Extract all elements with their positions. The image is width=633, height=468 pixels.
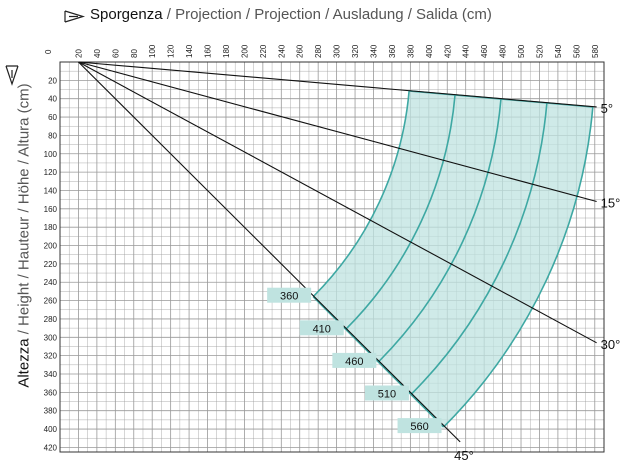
- x-tick-label: 440: [462, 44, 471, 58]
- arm-arc: [410, 102, 548, 396]
- arrow-down-icon: [5, 65, 19, 86]
- angle-line: [78, 61, 461, 443]
- angle-label: 30°: [601, 337, 621, 352]
- ylabel-rest: / Height / Hauteur / Höhe / Altura (cm): [15, 83, 33, 339]
- y-axis-label: Altezza / Height / Hauteur / Höhe / Altu…: [16, 26, 33, 446]
- arm-label-box: [299, 320, 344, 336]
- y-tick-label: 20: [48, 76, 57, 85]
- y-tick-label: 100: [44, 150, 58, 159]
- angle-label: 5°: [601, 101, 613, 116]
- x-tick-label: 100: [148, 44, 157, 58]
- x-tick-label: 540: [554, 44, 563, 58]
- angle-line: [78, 61, 597, 344]
- x-tick-label: 220: [259, 44, 268, 58]
- x-tick-label: 260: [296, 44, 305, 58]
- y-tick-label: 380: [44, 407, 58, 416]
- arm-label: 510: [378, 389, 396, 401]
- arm-arc: [312, 90, 410, 298]
- x-tick-label: 20: [74, 49, 83, 58]
- y-tick-label: 340: [44, 370, 58, 379]
- arm-arc: [442, 106, 594, 428]
- y-tick-label: 60: [48, 113, 57, 122]
- y-tick-label: 400: [44, 425, 58, 434]
- arc-edge-bottom: [312, 296, 445, 428]
- y-tick-label: 40: [48, 95, 57, 104]
- origin-label: 0: [44, 49, 53, 54]
- x-tick-label: 300: [333, 44, 342, 58]
- x-tick-label: 200: [240, 44, 249, 58]
- y-tick-label: 300: [44, 333, 58, 342]
- title-lead: Sporgenza: [90, 6, 163, 23]
- ylabel-lead: Altezza: [15, 338, 33, 388]
- y-tick-label: 120: [44, 168, 58, 177]
- x-tick-label: 40: [93, 49, 102, 58]
- arm-label: 560: [410, 421, 428, 433]
- y-tick-label: 420: [44, 443, 58, 452]
- angle-label: 45°: [454, 448, 474, 463]
- x-tick-label: 180: [222, 44, 231, 58]
- x-tick-label: 160: [204, 44, 213, 58]
- x-tick-label: 140: [185, 44, 194, 58]
- angle-line: [78, 61, 597, 108]
- x-tick-label: 80: [130, 49, 139, 58]
- x-tick-label: 560: [572, 44, 581, 58]
- arm-label-box: [267, 287, 312, 303]
- y-tick-label: 80: [48, 131, 57, 140]
- y-tick-label: 280: [44, 315, 58, 324]
- y-tick-label: 260: [44, 297, 58, 306]
- chart-title: Sporgenza / Projection / Projection / Au…: [64, 6, 492, 23]
- x-tick-label: 400: [425, 44, 434, 58]
- x-tick-label: 460: [480, 44, 489, 58]
- y-tick-label: 200: [44, 242, 58, 251]
- x-tick-label: 380: [406, 44, 415, 58]
- arm-arc: [345, 94, 456, 330]
- x-tick-label: 280: [314, 44, 323, 58]
- y-tick-label: 160: [44, 205, 58, 214]
- arm-label-box: [397, 418, 442, 434]
- y-tick-label: 140: [44, 186, 58, 195]
- shaded-area: [313, 90, 593, 428]
- arrow-right-icon: [64, 10, 86, 23]
- x-tick-label: 320: [351, 44, 360, 58]
- arm-label: 410: [313, 323, 331, 335]
- x-tick-label: 340: [369, 44, 378, 58]
- arm-label-box: [364, 385, 409, 401]
- x-tick-label: 60: [111, 49, 120, 58]
- arm-label: 460: [345, 356, 363, 368]
- x-tick-label: 500: [517, 44, 526, 58]
- y-tick-label: 240: [44, 278, 58, 287]
- arm-arc: [377, 98, 502, 363]
- arm-label-box: [332, 352, 377, 368]
- x-tick-label: 580: [591, 44, 600, 58]
- angle-line: [78, 61, 597, 203]
- angle-label: 15°: [601, 195, 621, 210]
- x-tick-label: 520: [535, 44, 544, 58]
- x-tick-label: 360: [388, 44, 397, 58]
- y-tick-label: 220: [44, 260, 58, 269]
- x-tick-label: 240: [277, 44, 286, 58]
- y-tick-label: 360: [44, 388, 58, 397]
- x-tick-label: 120: [167, 44, 176, 58]
- x-tick-label: 420: [443, 44, 452, 58]
- plot-frame: [59, 61, 605, 453]
- x-tick-label: 480: [499, 44, 508, 58]
- arm-label: 360: [280, 291, 298, 303]
- y-tick-label: 320: [44, 352, 58, 361]
- y-tick-label: 180: [44, 223, 58, 232]
- title-rest: / Projection / Projection / Ausladung / …: [162, 6, 492, 23]
